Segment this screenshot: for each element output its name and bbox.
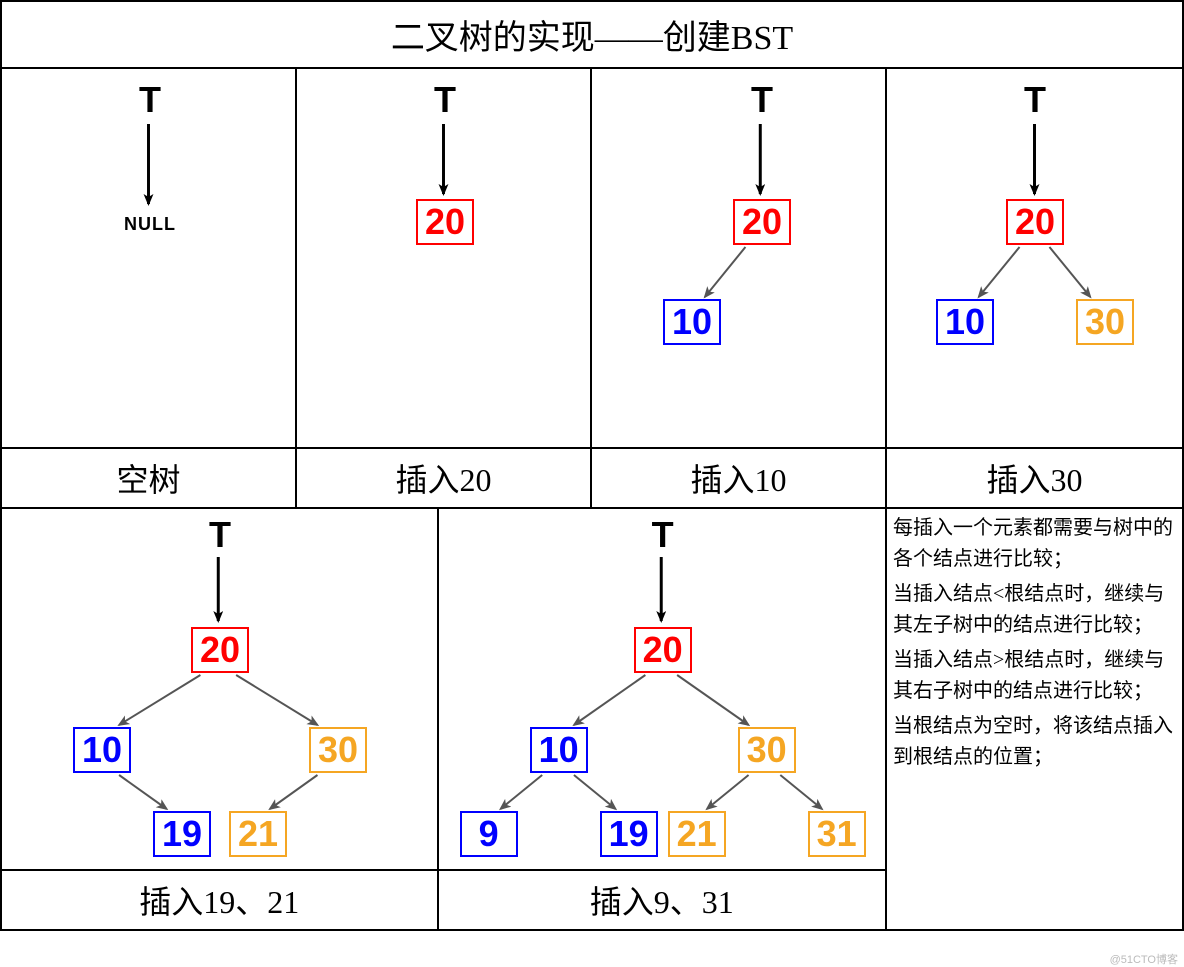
- null-label: NULL: [124, 214, 176, 235]
- panel-insert-19-21: T 20 10 30 19 21: [2, 509, 437, 869]
- tree-node: 10: [73, 727, 131, 773]
- tree-node: 19: [153, 811, 211, 857]
- tree-root-label: T: [652, 514, 674, 556]
- tree-node: 30: [1076, 299, 1134, 345]
- caption-empty-tree: 空树: [2, 449, 297, 507]
- tree-node: 20: [416, 199, 474, 245]
- caption-insert-9-31: 插入9、31: [439, 869, 885, 929]
- tree-root-label: T: [434, 79, 456, 121]
- tree-node: 21: [229, 811, 287, 857]
- top-caption-row: 空树 插入20 插入10 插入30: [2, 449, 1182, 509]
- top-diagram-row: T NULL T 20 T 20 10 T 20 10 30: [2, 69, 1182, 449]
- tree-node: 9: [460, 811, 518, 857]
- description-text: 每插入一个元素都需要与树中的各个结点进行比较；当插入结点<根结点时，继续与其左子…: [887, 509, 1182, 929]
- caption-insert-20: 插入20: [297, 449, 592, 507]
- tree-node: 10: [936, 299, 994, 345]
- tree-node: 30: [309, 727, 367, 773]
- bst-diagram-container: 二叉树的实现——创建BST T NULL T 20 T 20 10 T 20 10 30 空树…: [0, 0, 1184, 931]
- panel-insert-20: T 20: [297, 69, 592, 447]
- bottom-row: T2010301921 插入19、21 T2010309192131 插入9、3…: [2, 509, 1182, 929]
- tree-node: 10: [663, 299, 721, 345]
- panel-empty-tree: T NULL: [2, 69, 297, 447]
- caption-insert-30: 插入30: [887, 449, 1182, 507]
- tree-node: 19: [600, 811, 658, 857]
- panel-insert-9-31-col: T 20 10 30 9 1921 31 插入9、31: [439, 509, 887, 929]
- tree-node: 20: [1006, 199, 1064, 245]
- tree-root-label: T: [209, 514, 231, 556]
- tree-node: 31: [808, 811, 866, 857]
- watermark-text: @51CTO博客: [1110, 951, 1178, 967]
- tree-node: 10: [530, 727, 588, 773]
- tree-root-label: T: [139, 79, 161, 121]
- tree-node: 20: [191, 627, 249, 673]
- tree-node: 20: [634, 627, 692, 673]
- tree-root-label: T: [751, 79, 773, 121]
- description-line: 当插入结点>根结点时，继续与其右子树中的结点进行比较；: [893, 645, 1176, 707]
- tree-node: 20: [733, 199, 791, 245]
- panel-insert-30: T 20 10 30: [887, 69, 1182, 447]
- diagram-title: 二叉树的实现——创建BST: [2, 2, 1182, 69]
- caption-insert-19-21: 插入19、21: [2, 869, 437, 929]
- panel-insert-9-31: T 20 10 30 9 1921 31: [439, 509, 885, 869]
- panel-insert-10: T 20 10: [592, 69, 887, 447]
- tree-root-label: T: [1024, 79, 1046, 121]
- description-line: 每插入一个元素都需要与树中的各个结点进行比较；: [893, 513, 1176, 575]
- tree-node: 21: [668, 811, 726, 857]
- description-line: 当根结点为空时，将该结点插入到根结点的位置；: [893, 711, 1176, 773]
- caption-insert-10: 插入10: [592, 449, 887, 507]
- panel-insert-19-21-col: T 20 10 30 19 21 插入19、21: [2, 509, 439, 929]
- description-line: 当插入结点<根结点时，继续与其左子树中的结点进行比较；: [893, 579, 1176, 641]
- tree-node: 30: [738, 727, 796, 773]
